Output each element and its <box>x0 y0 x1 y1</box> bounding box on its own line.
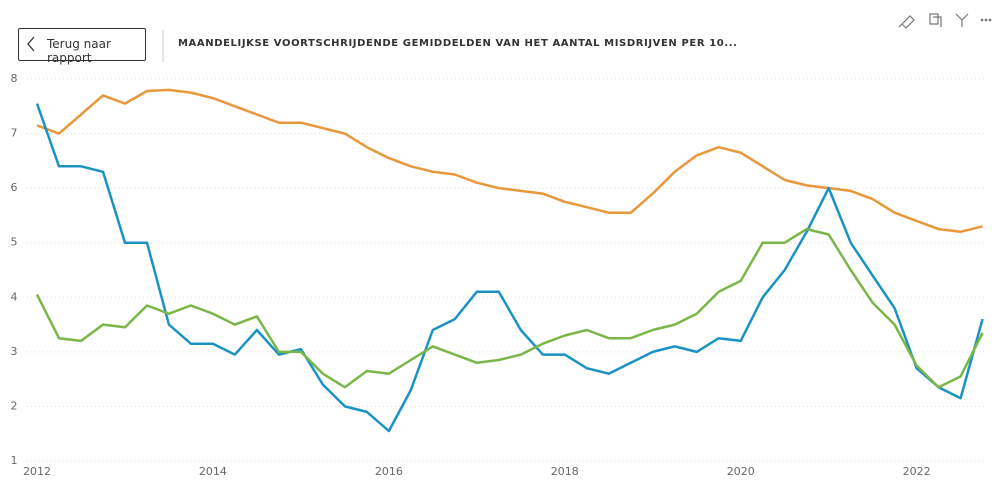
more-icon[interactable] <box>980 18 984 22</box>
x-tick-label: 2016 <box>375 465 403 478</box>
y-tick-label: 5 <box>11 236 18 249</box>
series-line <box>35 227 984 389</box>
y-tick-label: 2 <box>11 399 18 412</box>
y-tick-label: 4 <box>11 290 18 303</box>
series-line <box>35 103 984 433</box>
series-line <box>36 88 983 234</box>
y-tick-label: 1 <box>11 454 18 467</box>
y-tick-label: 7 <box>11 127 18 140</box>
x-tick-label: 2012 <box>23 465 51 478</box>
x-tick-label: 2020 <box>727 465 755 478</box>
more-icon <box>988 18 992 22</box>
toolbar-icons <box>898 13 992 29</box>
back-button[interactable]: Terug naar rapport <box>18 28 146 65</box>
x-tick-label: 2014 <box>199 465 227 478</box>
y-tick-label: 3 <box>11 345 18 358</box>
pin-icon[interactable] <box>898 15 915 29</box>
back-button-label: Terug naar rapport <box>47 37 111 65</box>
back-arrow <box>27 36 35 52</box>
y-tick-label: 8 <box>11 72 18 85</box>
visual-title: MAANDELIJKSE VOORTSCHRIJDENDE GEMIDDELDE… <box>178 38 738 49</box>
x-tick-label: 2018 <box>551 465 579 478</box>
x-tick-label: 2022 <box>903 465 931 478</box>
more-icon <box>984 18 988 22</box>
y-tick-label: 6 <box>11 181 18 194</box>
copy-icon[interactable] <box>929 13 942 27</box>
filter-icon[interactable] <box>955 13 969 27</box>
